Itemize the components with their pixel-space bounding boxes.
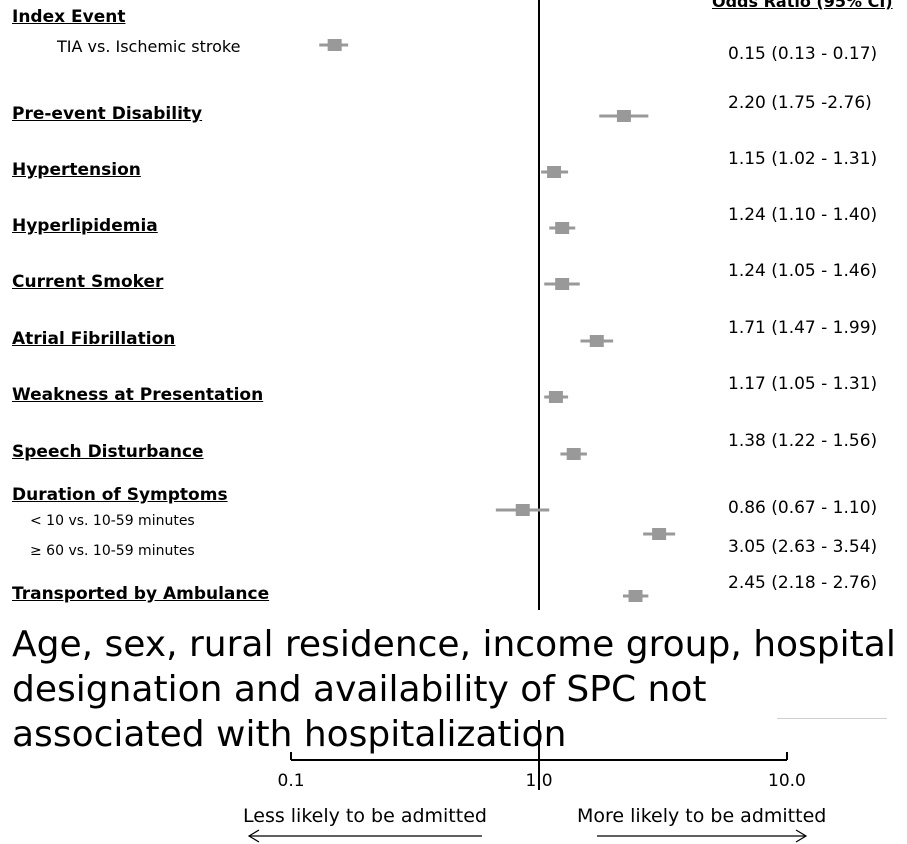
odds-ratio-value: 1.38 (1.22 - 1.56) bbox=[728, 431, 878, 451]
row-label: Pre-event Disability bbox=[12, 104, 203, 124]
row-label: Hypertension bbox=[12, 160, 141, 180]
point-estimate bbox=[628, 590, 643, 602]
footnote-panel bbox=[0, 610, 907, 720]
right-arrow bbox=[597, 829, 808, 843]
point-estimate bbox=[327, 39, 342, 51]
point-estimate bbox=[566, 448, 581, 460]
odds-ratio-value: 1.17 (1.05 - 1.31) bbox=[728, 374, 878, 394]
footnote-text: Age, sex, rural residence, income group,… bbox=[12, 624, 896, 755]
row-label: Duration of Symptoms bbox=[12, 485, 228, 505]
point-estimate bbox=[555, 222, 570, 234]
x-tick-label: 1.0 bbox=[525, 771, 553, 791]
odds-ratio-value: 2.45 (2.18 - 2.76) bbox=[728, 573, 878, 593]
row-sublabel: TIA vs. Ischemic stroke bbox=[57, 37, 241, 56]
point-estimate bbox=[652, 528, 667, 540]
x-axis bbox=[247, 752, 808, 843]
row-sublabel: < 10 vs. 10-59 minutes bbox=[30, 513, 195, 529]
odds-ratio-value: 1.24 (1.10 - 1.40) bbox=[728, 205, 878, 225]
row-label: Hyperlipidemia bbox=[12, 216, 158, 236]
row-sublabel: ≥ 60 vs. 10-59 minutes bbox=[30, 543, 195, 559]
point-estimate bbox=[547, 166, 562, 178]
row-label: Weakness at Presentation bbox=[12, 385, 264, 405]
point-estimate bbox=[548, 391, 563, 403]
odds-ratio-value: 3.05 (2.63 - 3.54) bbox=[728, 537, 878, 557]
point-estimate bbox=[555, 278, 570, 290]
row-label: Atrial Fibrillation bbox=[12, 329, 176, 349]
plot-marks bbox=[319, 39, 676, 602]
odds-ratio-header: Odds Ratio (95% CI) bbox=[712, 0, 893, 11]
row-label: Transported by Ambulance bbox=[12, 584, 270, 604]
row-label: Speech Disturbance bbox=[12, 442, 204, 462]
left-arrow bbox=[247, 829, 482, 843]
more-likely-label: More likely to be admitted bbox=[577, 805, 827, 827]
odds-ratio-value: 1.15 (1.02 - 1.31) bbox=[728, 149, 878, 169]
odds-ratio-value: 1.24 (1.05 - 1.46) bbox=[728, 261, 878, 281]
odds-ratio-value: 0.86 (0.67 - 1.10) bbox=[728, 498, 878, 518]
point-estimate bbox=[616, 110, 631, 122]
odds-ratio-value: 2.20 (1.75 -2.76) bbox=[728, 93, 872, 113]
x-tick-label: 0.1 bbox=[277, 771, 305, 791]
point-estimate bbox=[515, 504, 530, 516]
less-likely-label: Less likely to be admitted bbox=[243, 805, 487, 827]
odds-ratio-value: 1.71 (1.47 - 1.99) bbox=[728, 318, 878, 338]
row-label: Index Event bbox=[12, 7, 126, 27]
point-estimate bbox=[589, 335, 604, 347]
odds-ratio-value: 0.15 (0.13 - 0.17) bbox=[728, 44, 878, 64]
row-label: Current Smoker bbox=[12, 272, 164, 292]
x-tick-label: 10.0 bbox=[768, 771, 806, 791]
